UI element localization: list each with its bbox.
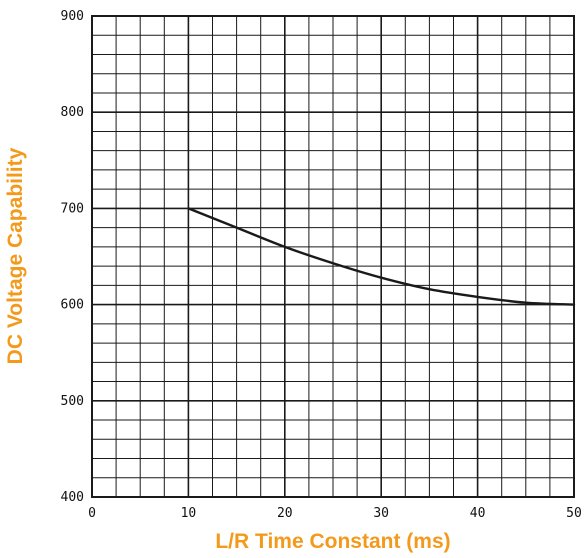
x-tick-label: 20 bbox=[277, 506, 293, 521]
x-tick-label: 40 bbox=[470, 506, 486, 521]
y-tick-label: 700 bbox=[61, 201, 84, 216]
y-tick-label: 400 bbox=[61, 490, 84, 505]
x-axis-title: L/R Time Constant (ms) bbox=[215, 530, 450, 553]
x-tick-label: 10 bbox=[181, 506, 197, 521]
y-tick-label: 900 bbox=[61, 9, 84, 24]
series-layer bbox=[187, 207, 576, 306]
y-axis-title: DC Voltage Capability bbox=[4, 147, 27, 364]
x-tick-label: 0 bbox=[88, 506, 96, 521]
y-tick-label: 800 bbox=[61, 105, 84, 120]
y-tick-label: 600 bbox=[61, 298, 84, 313]
x-tick-label: 50 bbox=[566, 506, 582, 521]
grid bbox=[92, 16, 574, 497]
x-tick-label: 30 bbox=[373, 506, 389, 521]
y-tick-labels: 400 500 600 700 800 900 bbox=[61, 9, 84, 505]
x-tick-labels: 0 10 20 30 40 50 bbox=[88, 506, 582, 521]
plot-border bbox=[91, 15, 575, 498]
y-tick-label: 500 bbox=[61, 394, 84, 409]
series-line-0 bbox=[187, 207, 576, 306]
plot-frame bbox=[91, 15, 575, 498]
